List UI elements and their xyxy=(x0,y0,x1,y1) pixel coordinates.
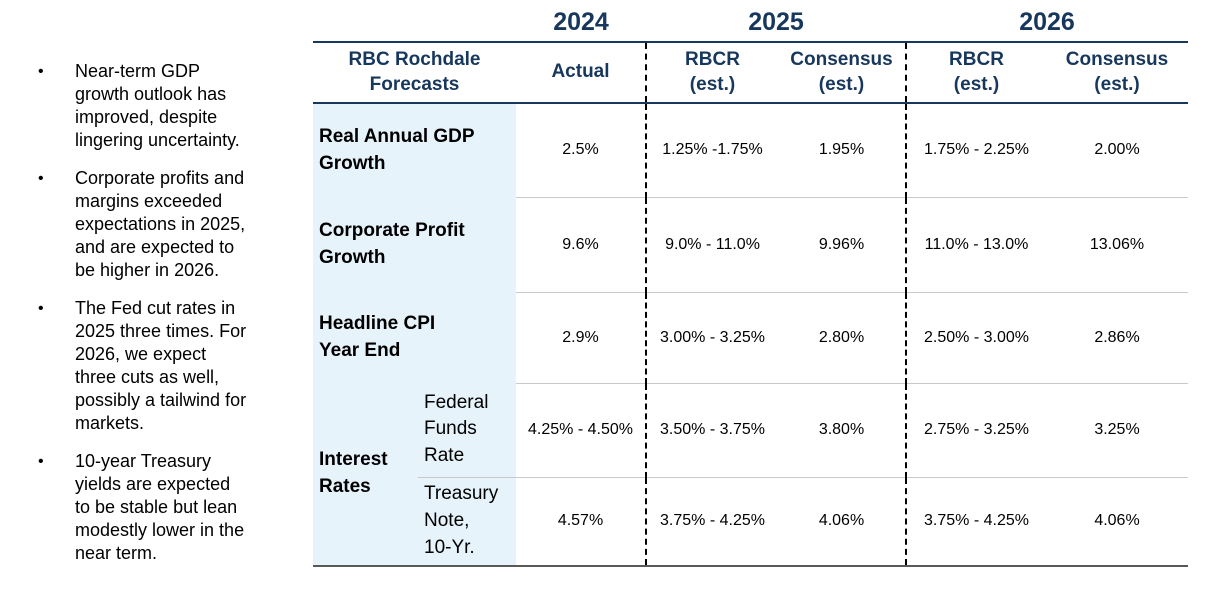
table-row-treasury-note: Treasury Note, 10-Yr. 4.57% 3.75% - 4.25… xyxy=(313,476,1188,567)
bullet-marker: • xyxy=(38,300,44,317)
cell-treasury-actual: 4.57% xyxy=(516,476,646,567)
year-row: 2024 2025 2026 xyxy=(313,8,1188,43)
bullet-item: • Corporate profits and margins exceeded… xyxy=(30,167,300,282)
cell-gdp-consensus-2025: 1.95% xyxy=(818,141,865,159)
header-rbcr-2026: RBCR (est.) xyxy=(905,42,1046,104)
bullet-item: • Near-term GDP growth outlook has impro… xyxy=(30,60,300,152)
bullet-text-fed-rate-cuts: The Fed cut rates in 2025 three times. F… xyxy=(75,298,247,433)
cell-profit-consensus-2025: 9.96% xyxy=(778,196,906,292)
bullet-text-gdp-outlook: Near-term GDP growth outlook has improve… xyxy=(75,61,240,150)
forecast-table: 2024 2025 2026 RBC Rochdale Forecasts Ac… xyxy=(313,8,1188,567)
row-sublabel-federal-funds: Federal Funds Rate xyxy=(418,383,516,477)
header-actual-2024: Actual xyxy=(516,42,646,104)
bullet-marker: • xyxy=(38,170,44,187)
cell-fedfunds-rbcr-2025: 3.50% - 3.75% xyxy=(645,382,778,477)
header-row: RBC Rochdale Forecasts Actual RBCR (est.… xyxy=(313,42,1188,104)
bullet-item: • The Fed cut rates in 2025 three times.… xyxy=(30,297,300,435)
table-row-federal-funds: Interest Rates Federal Funds Rate 4.25% … xyxy=(313,382,1188,567)
cell-fedfunds-actual: 4.25% - 4.50% xyxy=(516,382,646,477)
cell-fedfunds-consensus-2026: 3.25% xyxy=(1046,382,1188,477)
cell-cpi-rbcr-2025: 3.00% - 3.25% xyxy=(645,291,778,383)
year-row-spacer xyxy=(313,8,516,43)
cell-cpi-actual: 2.9% xyxy=(516,291,646,383)
bullet-item: • 10-year Treasury yields are expected t… xyxy=(30,450,300,565)
cell-fedfunds-consensus-2025: 3.80% xyxy=(778,382,906,477)
cell-cpi-consensus-2026: 2.86% xyxy=(1046,291,1188,383)
cell-profit-rbcr-2026: 11.0% - 13.0% xyxy=(905,196,1046,292)
commentary-bullets: • Near-term GDP growth outlook has impro… xyxy=(30,60,300,580)
cell-gdp-actual: 2.5% xyxy=(562,141,599,159)
row-label-headline-cpi: Headline CPI Year End xyxy=(313,292,516,383)
header-consensus-2025: Consensus (est.) xyxy=(778,42,906,104)
bullet-text-corporate-profits: Corporate profits and margins exceeded e… xyxy=(75,168,246,280)
cell-fedfunds-rbcr-2026: 2.75% - 3.25% xyxy=(905,382,1046,477)
header-consensus-2026: Consensus (est.) xyxy=(1046,42,1188,104)
cell-profit-consensus-2026: 13.06% xyxy=(1046,196,1188,292)
row-label-corporate-profit: Corporate Profit Growth xyxy=(313,197,516,292)
header-rbcr-2025: RBCR (est.) xyxy=(645,42,778,104)
year-2025: 2025 xyxy=(646,8,906,43)
cell-profit-actual: 9.6% xyxy=(516,196,646,292)
bullet-text-treasury-yields: 10-year Treasury yields are expected to … xyxy=(75,451,245,563)
row-sublabel-treasury-note: Treasury Note, 10-Yr. xyxy=(418,476,516,567)
bullet-marker: • xyxy=(38,453,44,470)
table-row-corporate-profit: Corporate Profit Growth 9.6% 9.0% - 11.0… xyxy=(313,196,1188,292)
cell-gdp-rbcr-2026: 1.75% - 2.25% xyxy=(905,103,1046,197)
header-forecasts: RBC Rochdale Forecasts xyxy=(313,42,516,104)
year-2026: 2026 xyxy=(906,8,1188,43)
row-label-gdp-growth: Real Annual GDP Growth xyxy=(313,103,516,197)
cell-gdp-rbcr-2025: 1.25% -1.75% xyxy=(645,103,778,197)
year-2024: 2024 xyxy=(516,8,646,43)
cell-treasury-rbcr-2025: 3.75% - 4.25% xyxy=(645,476,778,567)
cell-treasury-consensus-2026: 4.06% xyxy=(1046,476,1188,567)
cell-cpi-rbcr-2026: 2.50% - 3.00% xyxy=(905,291,1046,383)
cell-profit-rbcr-2025: 9.0% - 11.0% xyxy=(645,196,778,292)
cell-cpi-consensus-2025: 2.80% xyxy=(778,291,906,383)
table-row-gdp-growth: Real Annual GDP Growth 2.5% 1.25% -1.75%… xyxy=(313,103,1188,197)
row-group-label-interest-rates: Interest Rates xyxy=(313,383,418,567)
table-row-headline-cpi: Headline CPI Year End 2.9% 3.00% - 3.25%… xyxy=(313,291,1188,383)
cell-gdp-consensus-2026: 2.00% xyxy=(1094,141,1140,159)
bullet-marker: • xyxy=(38,63,44,80)
cell-treasury-rbcr-2026: 3.75% - 4.25% xyxy=(905,476,1046,567)
cell-treasury-consensus-2025: 4.06% xyxy=(778,476,906,567)
